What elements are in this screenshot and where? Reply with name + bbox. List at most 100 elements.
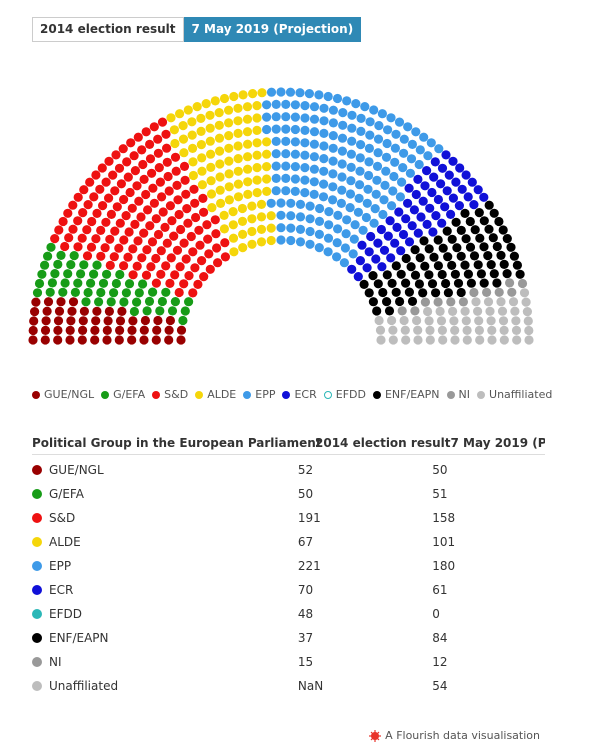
seat <box>175 262 185 272</box>
group-name: ALDE <box>49 535 81 549</box>
seat <box>414 159 424 170</box>
seat <box>219 210 229 220</box>
seat <box>383 125 393 135</box>
seat <box>161 129 171 139</box>
seat <box>96 287 106 298</box>
seat <box>70 287 80 297</box>
seat <box>193 279 203 289</box>
seat <box>364 247 374 257</box>
seat <box>73 192 83 202</box>
seat <box>58 216 68 227</box>
table-row: S&D 191 158 <box>32 506 545 530</box>
seat <box>164 335 174 345</box>
seat <box>433 297 443 307</box>
group-dot <box>32 681 42 691</box>
seat <box>37 269 47 279</box>
seat <box>461 234 471 244</box>
seat <box>319 166 329 176</box>
seat <box>156 246 166 256</box>
seat <box>286 223 296 233</box>
seat <box>119 261 129 271</box>
legend-label: ALDE <box>207 388 237 401</box>
seat <box>286 235 296 246</box>
seat <box>290 137 300 147</box>
seat <box>139 228 149 238</box>
seat <box>281 173 291 183</box>
seat <box>252 125 262 135</box>
seat <box>496 250 506 260</box>
seat <box>394 207 404 217</box>
seat <box>172 245 183 255</box>
seat <box>43 251 53 261</box>
seat <box>515 269 525 279</box>
seat <box>40 260 50 270</box>
seat <box>346 149 356 159</box>
seat <box>494 287 504 297</box>
seat <box>400 325 410 335</box>
seat <box>328 195 338 205</box>
seat <box>396 269 406 279</box>
seat <box>184 271 194 281</box>
seat <box>502 269 512 279</box>
seat <box>469 251 480 261</box>
seat <box>413 228 423 238</box>
legend-label: Unaffiliated <box>489 388 553 401</box>
value-cell: 180 <box>432 559 456 573</box>
seat <box>161 261 171 271</box>
seat <box>426 138 436 148</box>
seat <box>181 189 191 199</box>
group-cell: G/EFA <box>32 487 298 501</box>
seat <box>476 269 486 279</box>
seat <box>76 269 86 279</box>
seat <box>388 186 398 196</box>
seat <box>362 198 372 208</box>
seat <box>53 325 63 335</box>
group-name: GUE/NGL <box>49 463 104 477</box>
seat <box>174 287 184 298</box>
seat <box>220 238 230 248</box>
seat <box>188 247 198 257</box>
seat <box>256 199 267 209</box>
seat <box>353 207 363 217</box>
seat <box>143 205 153 215</box>
seat <box>122 157 132 167</box>
seat <box>428 227 438 237</box>
seat <box>360 102 370 112</box>
seat <box>379 195 389 205</box>
seat <box>243 139 253 149</box>
seat <box>183 105 193 115</box>
seat <box>374 121 384 131</box>
tab[interactable]: 2014 election result <box>32 17 184 42</box>
seat <box>136 212 146 222</box>
seat <box>196 126 206 136</box>
seat <box>401 278 411 288</box>
seat <box>142 245 152 255</box>
seat <box>183 218 193 228</box>
seat <box>442 186 452 196</box>
seat <box>252 138 262 148</box>
table-header: Political Group in the European Parliame… <box>32 432 545 455</box>
seat <box>524 325 534 336</box>
seat <box>286 198 296 208</box>
seat <box>252 101 262 111</box>
seat <box>153 315 163 326</box>
seat <box>328 182 338 192</box>
seat <box>374 315 384 326</box>
seat <box>257 88 267 98</box>
seat <box>202 220 212 230</box>
seat <box>420 261 430 271</box>
seat <box>386 253 396 263</box>
seat <box>206 189 217 199</box>
legend-swatch <box>195 390 204 399</box>
tab[interactable]: 7 May 2019 (Projection) <box>183 17 362 42</box>
seat <box>505 278 515 288</box>
seat <box>290 174 300 184</box>
seat <box>373 148 383 158</box>
legend-swatch <box>101 390 110 399</box>
seat <box>423 306 433 317</box>
seat <box>479 216 489 226</box>
seat <box>224 182 234 192</box>
seat <box>397 306 407 316</box>
seat <box>450 325 460 335</box>
seat <box>276 223 286 233</box>
